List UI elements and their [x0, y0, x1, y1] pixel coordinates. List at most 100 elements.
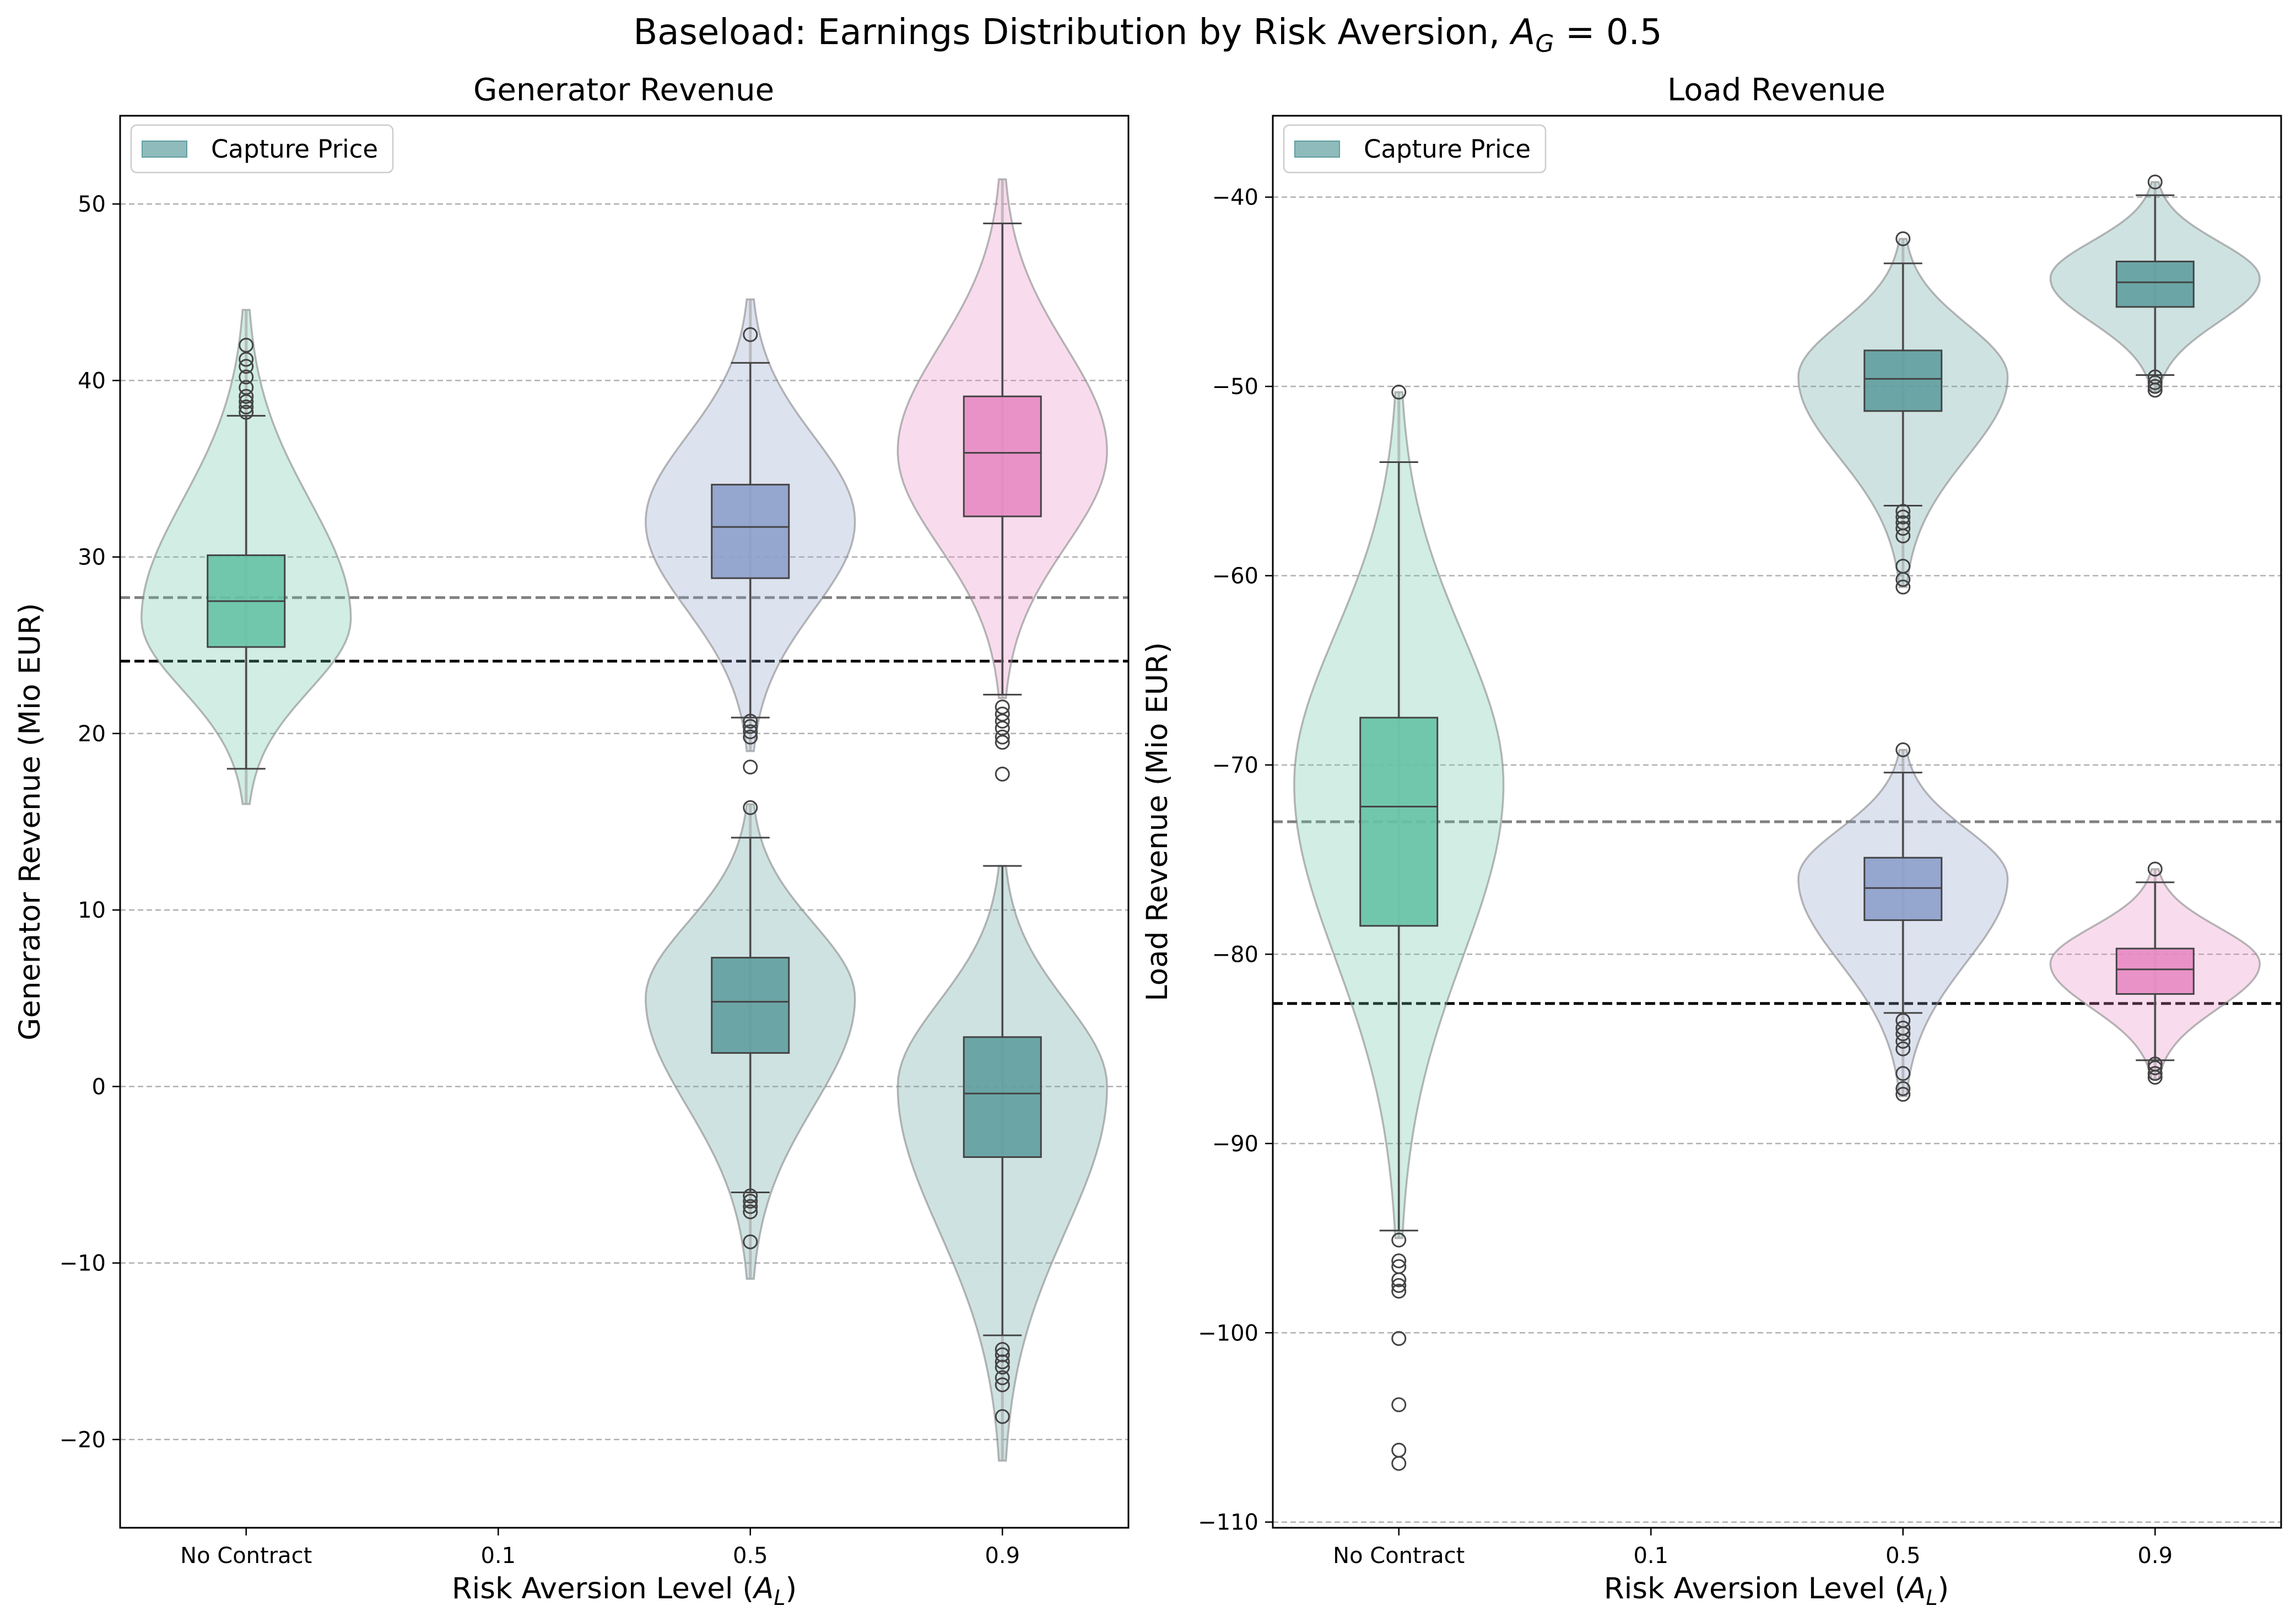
- y-tick-label: 0: [92, 1074, 106, 1100]
- outlier-point: [2147, 861, 2163, 877]
- x-tick-label: 0.9: [985, 1543, 1020, 1569]
- x-ticks: No Contract 0.1 0.5 0.9: [180, 1528, 1020, 1569]
- grid-lines: [120, 203, 1128, 1441]
- outlier-point: [1895, 504, 1911, 519]
- outlier-point: [1391, 1456, 1407, 1471]
- box: [711, 957, 790, 1054]
- panel-title: Generator Revenue: [473, 72, 774, 108]
- outlier-point: [995, 699, 1010, 715]
- outlier-point: [2147, 1066, 2163, 1081]
- outlier-point: [2147, 382, 2163, 398]
- outlier-point: [239, 380, 254, 395]
- outlier-point: [239, 369, 254, 385]
- y-tick-label: −20: [60, 1427, 106, 1453]
- y-tick-label: 20: [78, 721, 106, 747]
- x-tick-label: 0.1: [480, 1543, 516, 1569]
- y-tick-label: −60: [1212, 564, 1258, 589]
- outlier-point: [1895, 1066, 1911, 1081]
- box: [1863, 349, 1943, 412]
- y-tick-label: −110: [1198, 1510, 1258, 1535]
- outlier-point: [1391, 384, 1407, 400]
- outlier-point: [2147, 379, 2163, 394]
- outlier-point: [995, 1347, 1010, 1362]
- legend: Capture Price: [130, 124, 394, 174]
- outlier-point: [995, 1360, 1010, 1375]
- boxplots: [1359, 174, 2195, 1471]
- outlier-point: [1391, 1331, 1407, 1346]
- outlier-point: [743, 1188, 758, 1204]
- outlier-point: [995, 713, 1010, 729]
- y-tick-label: −80: [1212, 942, 1258, 967]
- y-tick-label: 40: [78, 368, 106, 394]
- box: [2115, 947, 2195, 995]
- outlier-point: [995, 1409, 1010, 1424]
- outlier-point: [2147, 1070, 2163, 1085]
- boxplots: [207, 222, 1042, 1424]
- y-tick-label: −50: [1212, 374, 1258, 400]
- box: [711, 483, 790, 579]
- outlier-point: [239, 352, 254, 367]
- outlier-point: [239, 405, 254, 420]
- outlier-point: [1895, 1087, 1911, 1102]
- outlier-point: [743, 800, 758, 815]
- outlier-point: [743, 729, 758, 745]
- outlier-point: [1391, 1397, 1407, 1413]
- y-tick-label: −40: [1212, 185, 1258, 211]
- y-tick-label: −10: [60, 1251, 106, 1276]
- outlier-point: [995, 1342, 1010, 1357]
- box: [1863, 856, 1943, 922]
- outlier-point: [743, 713, 758, 729]
- legend-frame: [130, 124, 394, 174]
- outlier-point: [995, 707, 1010, 722]
- box: [2115, 260, 2195, 308]
- outlier-point: [1391, 1284, 1407, 1299]
- outlier-point: [1895, 579, 1911, 595]
- x-tick-label: 0.5: [1886, 1543, 1921, 1569]
- reference-lines: [1273, 820, 2281, 1005]
- legend-label-capture-price: Capture Price: [1364, 134, 1531, 164]
- outlier-point: [239, 389, 254, 404]
- outlier-point: [1391, 1253, 1407, 1269]
- outlier-point: [743, 724, 758, 740]
- box: [963, 395, 1042, 518]
- outlier-point: [743, 759, 758, 775]
- outlier-point: [1895, 1033, 1911, 1049]
- x-axis-label: Risk Aversion Level (AL): [452, 1572, 797, 1610]
- y-tick-label: −100: [1198, 1321, 1258, 1346]
- legend: Capture Price: [1283, 124, 1547, 174]
- outlier-point: [239, 394, 254, 409]
- y-tick-label: −90: [1212, 1131, 1258, 1157]
- plot-frame: [1272, 115, 2282, 1529]
- x-axis-label: Risk Aversion Level (AL): [1604, 1572, 1949, 1610]
- violins: [141, 178, 1108, 1462]
- x-tick-label: No Contract: [1333, 1543, 1465, 1569]
- outlier-point: [1391, 1232, 1407, 1248]
- outlier-point: [995, 767, 1010, 782]
- y-axis-label: Load Revenue (Mio EUR): [1141, 642, 1174, 1001]
- outlier-point: [743, 1234, 758, 1249]
- outlier-point: [1895, 1041, 1911, 1057]
- legend-label-capture-price: Capture Price: [211, 134, 378, 164]
- outlier-point: [995, 1370, 1010, 1386]
- outlier-point: [239, 359, 254, 374]
- outlier-point: [995, 1354, 1010, 1370]
- outlier-point: [1895, 742, 1911, 757]
- outlier-point: [1895, 528, 1911, 543]
- outlier-point: [1391, 1278, 1407, 1293]
- outlier-point: [1895, 572, 1911, 587]
- x-ticks: No Contract 0.1 0.5 0.9: [1333, 1528, 2173, 1569]
- generator-revenue-panel: Generator Revenue −20 −10 0 10 20 30 40 50 No C…: [13, 72, 1130, 1610]
- y-tick-label: −70: [1212, 753, 1258, 778]
- y-ticks: −20 −10 0 10 20 30 40 50: [60, 192, 120, 1453]
- y-tick-label: 10: [78, 898, 106, 923]
- panel-title: Load Revenue: [1667, 72, 1886, 108]
- outlier-point: [995, 720, 1010, 736]
- outlier-point: [1895, 1026, 1911, 1042]
- reference-lines: [120, 596, 1128, 663]
- box: [963, 1036, 1042, 1158]
- outlier-point: [743, 1204, 758, 1220]
- outlier-point: [2147, 174, 2163, 190]
- y-axis-label: Generator Revenue (Mio EUR): [13, 603, 47, 1041]
- legend-swatch: [142, 141, 187, 158]
